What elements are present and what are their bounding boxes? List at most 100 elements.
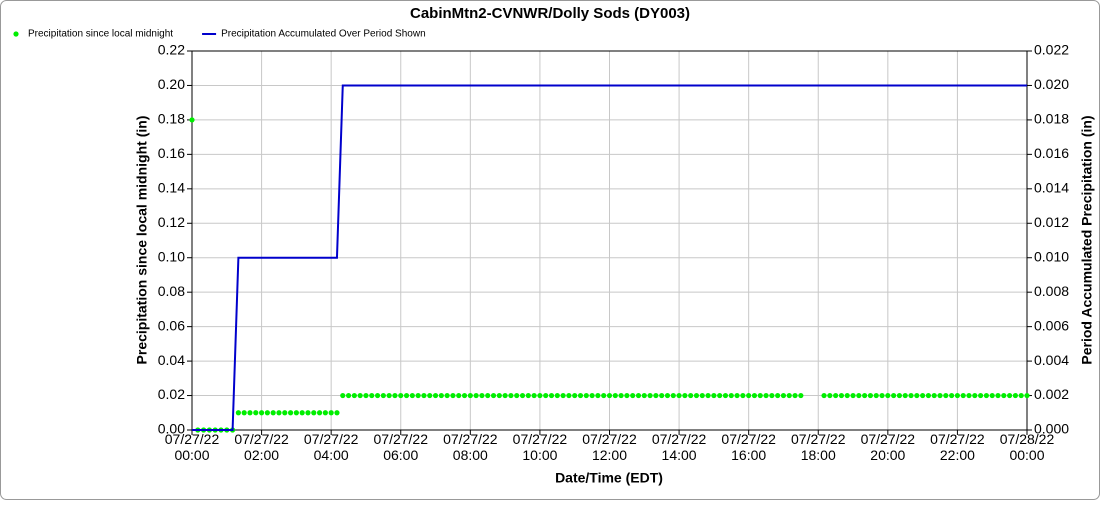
data-point [403,392,410,399]
data-point [937,392,943,399]
data-point [351,392,357,399]
y-tick-label: 0.18 [158,111,185,127]
data-point [456,392,462,399]
x-axis-label: Date/Time (EDT) [555,470,663,486]
data-point [543,392,549,399]
data-point [282,410,288,416]
data-point [740,392,746,399]
data-point [792,392,798,399]
data-point [920,392,926,399]
chart-title: CabinMtn2-CVNWR/Dolly Sods (DY003) [410,5,690,22]
x-tick-label: 07/27/22 10:00 [513,431,568,463]
data-point [630,392,636,399]
data-point [415,392,421,399]
data-point [461,392,468,399]
data-point [827,392,833,399]
x-tick-label: 07/27/22 18:00 [791,431,846,463]
data-point [989,392,995,399]
data-point [769,392,775,399]
y-tick-label: 0.22 [158,42,185,58]
data-point [490,392,497,399]
data-point [850,392,856,399]
data-point [572,392,578,399]
data-point [606,392,613,399]
data-point [821,392,827,399]
data-point [432,392,439,399]
data-point [635,392,642,399]
data-point [1018,392,1024,399]
data-point [670,392,676,399]
data-point [241,410,247,416]
y2-tick-label: 0.000 [1034,421,1069,437]
y-tick-label: 0.14 [158,180,185,196]
data-point [954,392,961,399]
data-point [1024,392,1030,399]
y-tick-label: 0.06 [158,317,185,333]
data-point [357,392,363,399]
data-point [925,392,932,399]
data-point [514,392,520,399]
data-point [392,392,398,399]
x-tick-label: 07/27/22 22:00 [930,431,985,463]
data-point [589,392,595,399]
data-point [786,392,792,399]
data-point [502,392,508,399]
y2-axis-label: Period Accumulated Precipitation (in) [1079,115,1095,364]
data-point [334,410,340,416]
data-point [1007,392,1013,399]
data-point [264,410,270,416]
data-point [728,392,734,399]
data-point [583,392,589,399]
data-point [496,392,502,399]
data-point [438,392,444,399]
data-point [693,392,700,399]
legend-label: Precipitation Accumulated Over Period Sh… [221,29,426,40]
data-point [612,392,618,399]
data-point [902,392,908,399]
data-point [711,392,717,399]
data-point [479,392,485,399]
data-point [896,392,903,399]
data-point [734,392,740,399]
data-point [253,410,259,416]
data-point [270,410,276,416]
data-point [311,410,317,416]
data-point [235,410,241,416]
data-point [966,392,972,399]
data-point [949,392,955,399]
data-point [398,392,404,399]
x-tick-label: 07/27/22 12:00 [582,431,637,463]
data-point [508,392,514,399]
data-point [276,410,282,416]
data-point [258,410,265,416]
data-point [386,392,392,399]
data-point [618,392,624,399]
x-tick-label: 07/27/22 00:00 [165,431,220,463]
y2-tick-label: 0.020 [1034,76,1069,92]
legend-marker [13,31,19,37]
y-tick-label: 0.20 [158,76,185,92]
data-point [548,392,555,399]
y2-tick-label: 0.018 [1034,111,1069,127]
data-point [798,392,804,399]
data-point [305,410,311,416]
data-point [688,392,694,399]
data-point [537,392,543,399]
data-point [316,410,323,416]
data-point [467,392,473,399]
data-point [780,392,787,399]
data-point [531,392,537,399]
data-point [978,392,984,399]
y2-tick-label: 0.006 [1034,317,1069,333]
y-tick-label: 0.08 [158,283,185,299]
data-point [641,392,647,399]
x-tick-label: 07/28/22 00:00 [1000,431,1055,463]
data-point [983,392,990,399]
y-tick-label: 0.12 [158,214,185,230]
data-point [705,392,711,399]
data-point [891,392,897,399]
data-point [1001,392,1007,399]
y-tick-label: 0.16 [158,145,185,161]
data-point [624,392,630,399]
